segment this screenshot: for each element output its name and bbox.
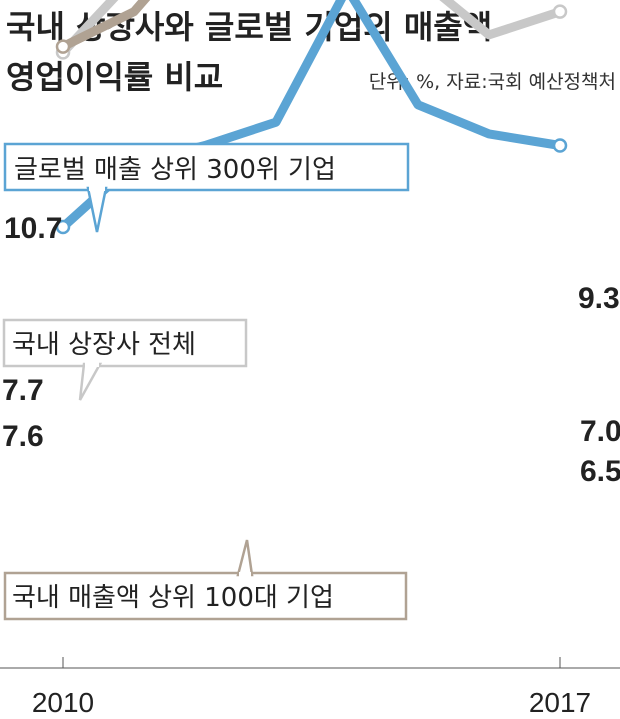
chart-title-line2: 영업이익률 비교 [6, 58, 223, 96]
data-label-domestic-top100-start: 7.6 [2, 420, 44, 453]
x-tick-label-end: 2017 [529, 687, 591, 718]
callout-domestic-top100: 국내 매출액 상위 100대 기업 [3, 539, 408, 621]
series-start-point-domestic-top100 [55, 39, 71, 54]
data-label-domestic-listed-start: 7.7 [2, 374, 44, 407]
legend-label-domestic-top100: 국내 매출액 상위 100대 기업 [12, 583, 334, 613]
x-tick-label-start: 2010 [32, 687, 94, 718]
series-start-point-global [55, 219, 71, 235]
legend-label-global-top300: 글로벌 매출 상위 300위 기업 [14, 155, 336, 185]
data-label-global-end: 9.3 [578, 282, 620, 315]
data-label-domestic-top100-end: 6.5 [580, 455, 620, 488]
data-label-domestic-listed-end: 7.0 [580, 415, 620, 448]
callout-global-top300: 글로벌 매출 상위 300위 기업 [3, 142, 410, 233]
chart-source: 단위: %, 자료:국회 예산정책처 [369, 71, 616, 93]
legend-label-domestic-listed: 국내 상장사 전체 [12, 330, 196, 360]
series-line-domestic-listed [58, 0, 565, 57]
callout-domestic-listed: 국내 상장사 전체 [2, 318, 248, 401]
series-end-point-global [552, 138, 568, 153]
data-label-global-start: 10.7 [4, 212, 62, 245]
series-end-point-domestic-listed [552, 4, 568, 19]
